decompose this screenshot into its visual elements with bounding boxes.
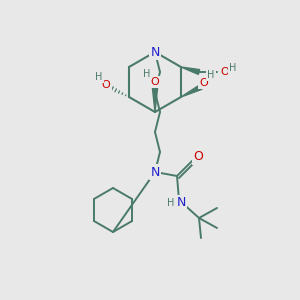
Text: H: H — [143, 69, 151, 79]
Polygon shape — [181, 67, 200, 74]
Text: H: H — [167, 198, 175, 208]
Text: N: N — [150, 46, 160, 59]
Text: N: N — [176, 196, 186, 209]
Text: H: H — [229, 63, 237, 73]
Text: N: N — [150, 166, 160, 178]
Text: O: O — [220, 67, 230, 77]
Polygon shape — [152, 86, 158, 112]
Text: H: H — [95, 72, 103, 82]
Text: O: O — [200, 78, 208, 88]
Text: O: O — [102, 80, 110, 90]
Text: H: H — [207, 70, 215, 80]
Text: O: O — [151, 77, 159, 87]
Polygon shape — [181, 85, 202, 97]
Text: O: O — [193, 151, 203, 164]
